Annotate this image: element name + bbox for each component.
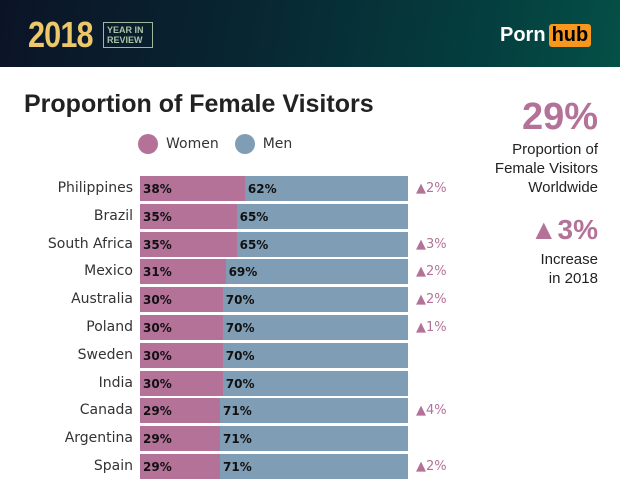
caption-line: Increase: [540, 251, 598, 268]
change-value: ▲2%: [416, 181, 447, 196]
men-bar: 30% 70%: [140, 370, 408, 396]
legend-label: Women: [166, 136, 219, 152]
change-value: ▲2%: [416, 459, 447, 474]
men-bar: 29% 71%: [140, 454, 408, 479]
bar-row: Philippines 38% 62% ▲2%: [0, 176, 620, 201]
country-label: Canada: [79, 402, 133, 419]
bar-row: India 30% 70%: [0, 370, 620, 396]
bar-row: Mexico 31% 69% ▲2%: [0, 259, 620, 285]
country-label: Brazil: [93, 207, 133, 224]
men-value: 70%: [225, 293, 255, 308]
men-value: 71%: [223, 432, 252, 447]
country-label: Mexico: [84, 263, 133, 280]
country-label: South Africa: [47, 235, 133, 252]
country-label: Philippines: [57, 180, 133, 196]
women-bar: 30% 70%: [140, 287, 255, 313]
brand-logo[interactable]: Porn hub: [500, 24, 592, 47]
increase-caption: Increase in 2018: [540, 250, 598, 288]
men-value: 65%: [239, 209, 269, 224]
women-value: 30%: [143, 321, 172, 335]
bar-row: Canada 29% 71% ▲4%: [0, 398, 620, 424]
tag-line-1: YEAR IN: [107, 25, 144, 35]
chart-title: Proportion of Female Visitors: [24, 90, 374, 118]
increase-value: ▲3%: [529, 214, 598, 245]
women-value: 30%: [143, 293, 172, 308]
men-bar: 31% 69%: [140, 259, 408, 285]
women-value: 35%: [143, 209, 172, 224]
header: 2018 YEAR IN REVIEW Porn hub: [0, 0, 620, 67]
bar-row: Poland 30% 70% ▲1%: [0, 315, 620, 340]
tag-line-2: REVIEW: [107, 35, 143, 45]
men-value: 65%: [239, 237, 269, 252]
women-value: 30%: [143, 376, 172, 391]
women-value: 29%: [143, 460, 172, 474]
legend: Women Men: [138, 134, 292, 154]
country-label: India: [98, 374, 133, 391]
men-bar: 29% 71%: [140, 426, 408, 452]
country-label: Sweden: [77, 346, 133, 363]
women-value: 31%: [143, 265, 172, 280]
bar-row: Spain 29% 71% ▲2%: [0, 454, 620, 479]
year-in-review-badge: YEAR IN REVIEW: [103, 22, 153, 48]
men-bar: 29% 71%: [140, 398, 408, 424]
women-bar: 29% 71%: [140, 454, 252, 479]
change-value: ▲3%: [416, 236, 447, 252]
legend-women: Women: [138, 134, 219, 154]
women-bar: 38% 62%: [140, 176, 277, 201]
caption-line: Worldwide: [528, 179, 598, 196]
women-bar: 29% 71%: [140, 426, 252, 452]
men-bar: 35% 65%: [140, 231, 408, 257]
legend-label: Men: [262, 136, 293, 152]
bar-row: Brazil 35% 65%: [0, 203, 620, 229]
men-value: 70%: [225, 321, 255, 335]
men-swatch: [234, 134, 255, 154]
women-bar: 31% 69%: [140, 259, 257, 285]
caption-line: Female Visitors: [494, 160, 598, 177]
men-bar: 30% 70%: [140, 315, 408, 340]
women-value: 29%: [143, 432, 172, 447]
men-bar: 38% 62%: [140, 176, 408, 201]
men-value: 62%: [247, 182, 277, 196]
women-bar: 35% 65%: [140, 203, 268, 229]
women-bar: 29% 71%: [140, 398, 252, 424]
men-value: 71%: [223, 460, 252, 474]
worldwide-caption: Proportion of Female Visitors Worldwide: [495, 140, 598, 197]
bar-row: South Africa 35% 65% ▲3%: [0, 231, 620, 257]
caption-line: Proportion of: [512, 141, 598, 158]
country-label: Poland: [86, 319, 133, 335]
women-bar: 30% 70%: [140, 370, 255, 396]
country-label: Spain: [93, 458, 133, 474]
women-bar: 30% 70%: [140, 342, 255, 368]
women-bar: 30% 70%: [140, 315, 255, 340]
men-value: 70%: [225, 348, 255, 363]
women-swatch: [138, 134, 158, 154]
men-bar: 30% 70%: [140, 342, 408, 368]
country-label: Argentina: [64, 430, 133, 447]
bar-row: Sweden 30% 70%: [0, 342, 620, 368]
women-value: 35%: [143, 237, 172, 252]
women-value: 29%: [143, 404, 172, 419]
change-value: ▲2%: [416, 292, 447, 308]
women-bar: 35% 65%: [140, 231, 268, 257]
bar-row: Argentina 29% 71%: [0, 426, 620, 452]
men-bar: 35% 65%: [140, 203, 408, 229]
change-value: ▲2%: [416, 264, 447, 280]
logo-text: Porn: [500, 24, 546, 46]
logo-badge: hub: [548, 24, 592, 47]
men-value: 69%: [228, 265, 258, 280]
country-label: Australia: [71, 291, 133, 308]
men-value: 70%: [225, 376, 255, 391]
legend-men: Men: [234, 134, 293, 154]
men-value: 71%: [223, 404, 252, 419]
change-value: ▲1%: [416, 320, 447, 335]
women-value: 38%: [143, 182, 172, 196]
worldwide-percent: 29%: [521, 96, 598, 138]
year-logo: 2018: [28, 14, 94, 55]
men-bar: 30% 70%: [140, 287, 408, 313]
change-value: ▲4%: [416, 403, 447, 419]
women-value: 30%: [143, 348, 172, 363]
bar-row: Australia 30% 70% ▲2%: [0, 287, 620, 313]
caption-line: in 2018: [548, 270, 598, 287]
